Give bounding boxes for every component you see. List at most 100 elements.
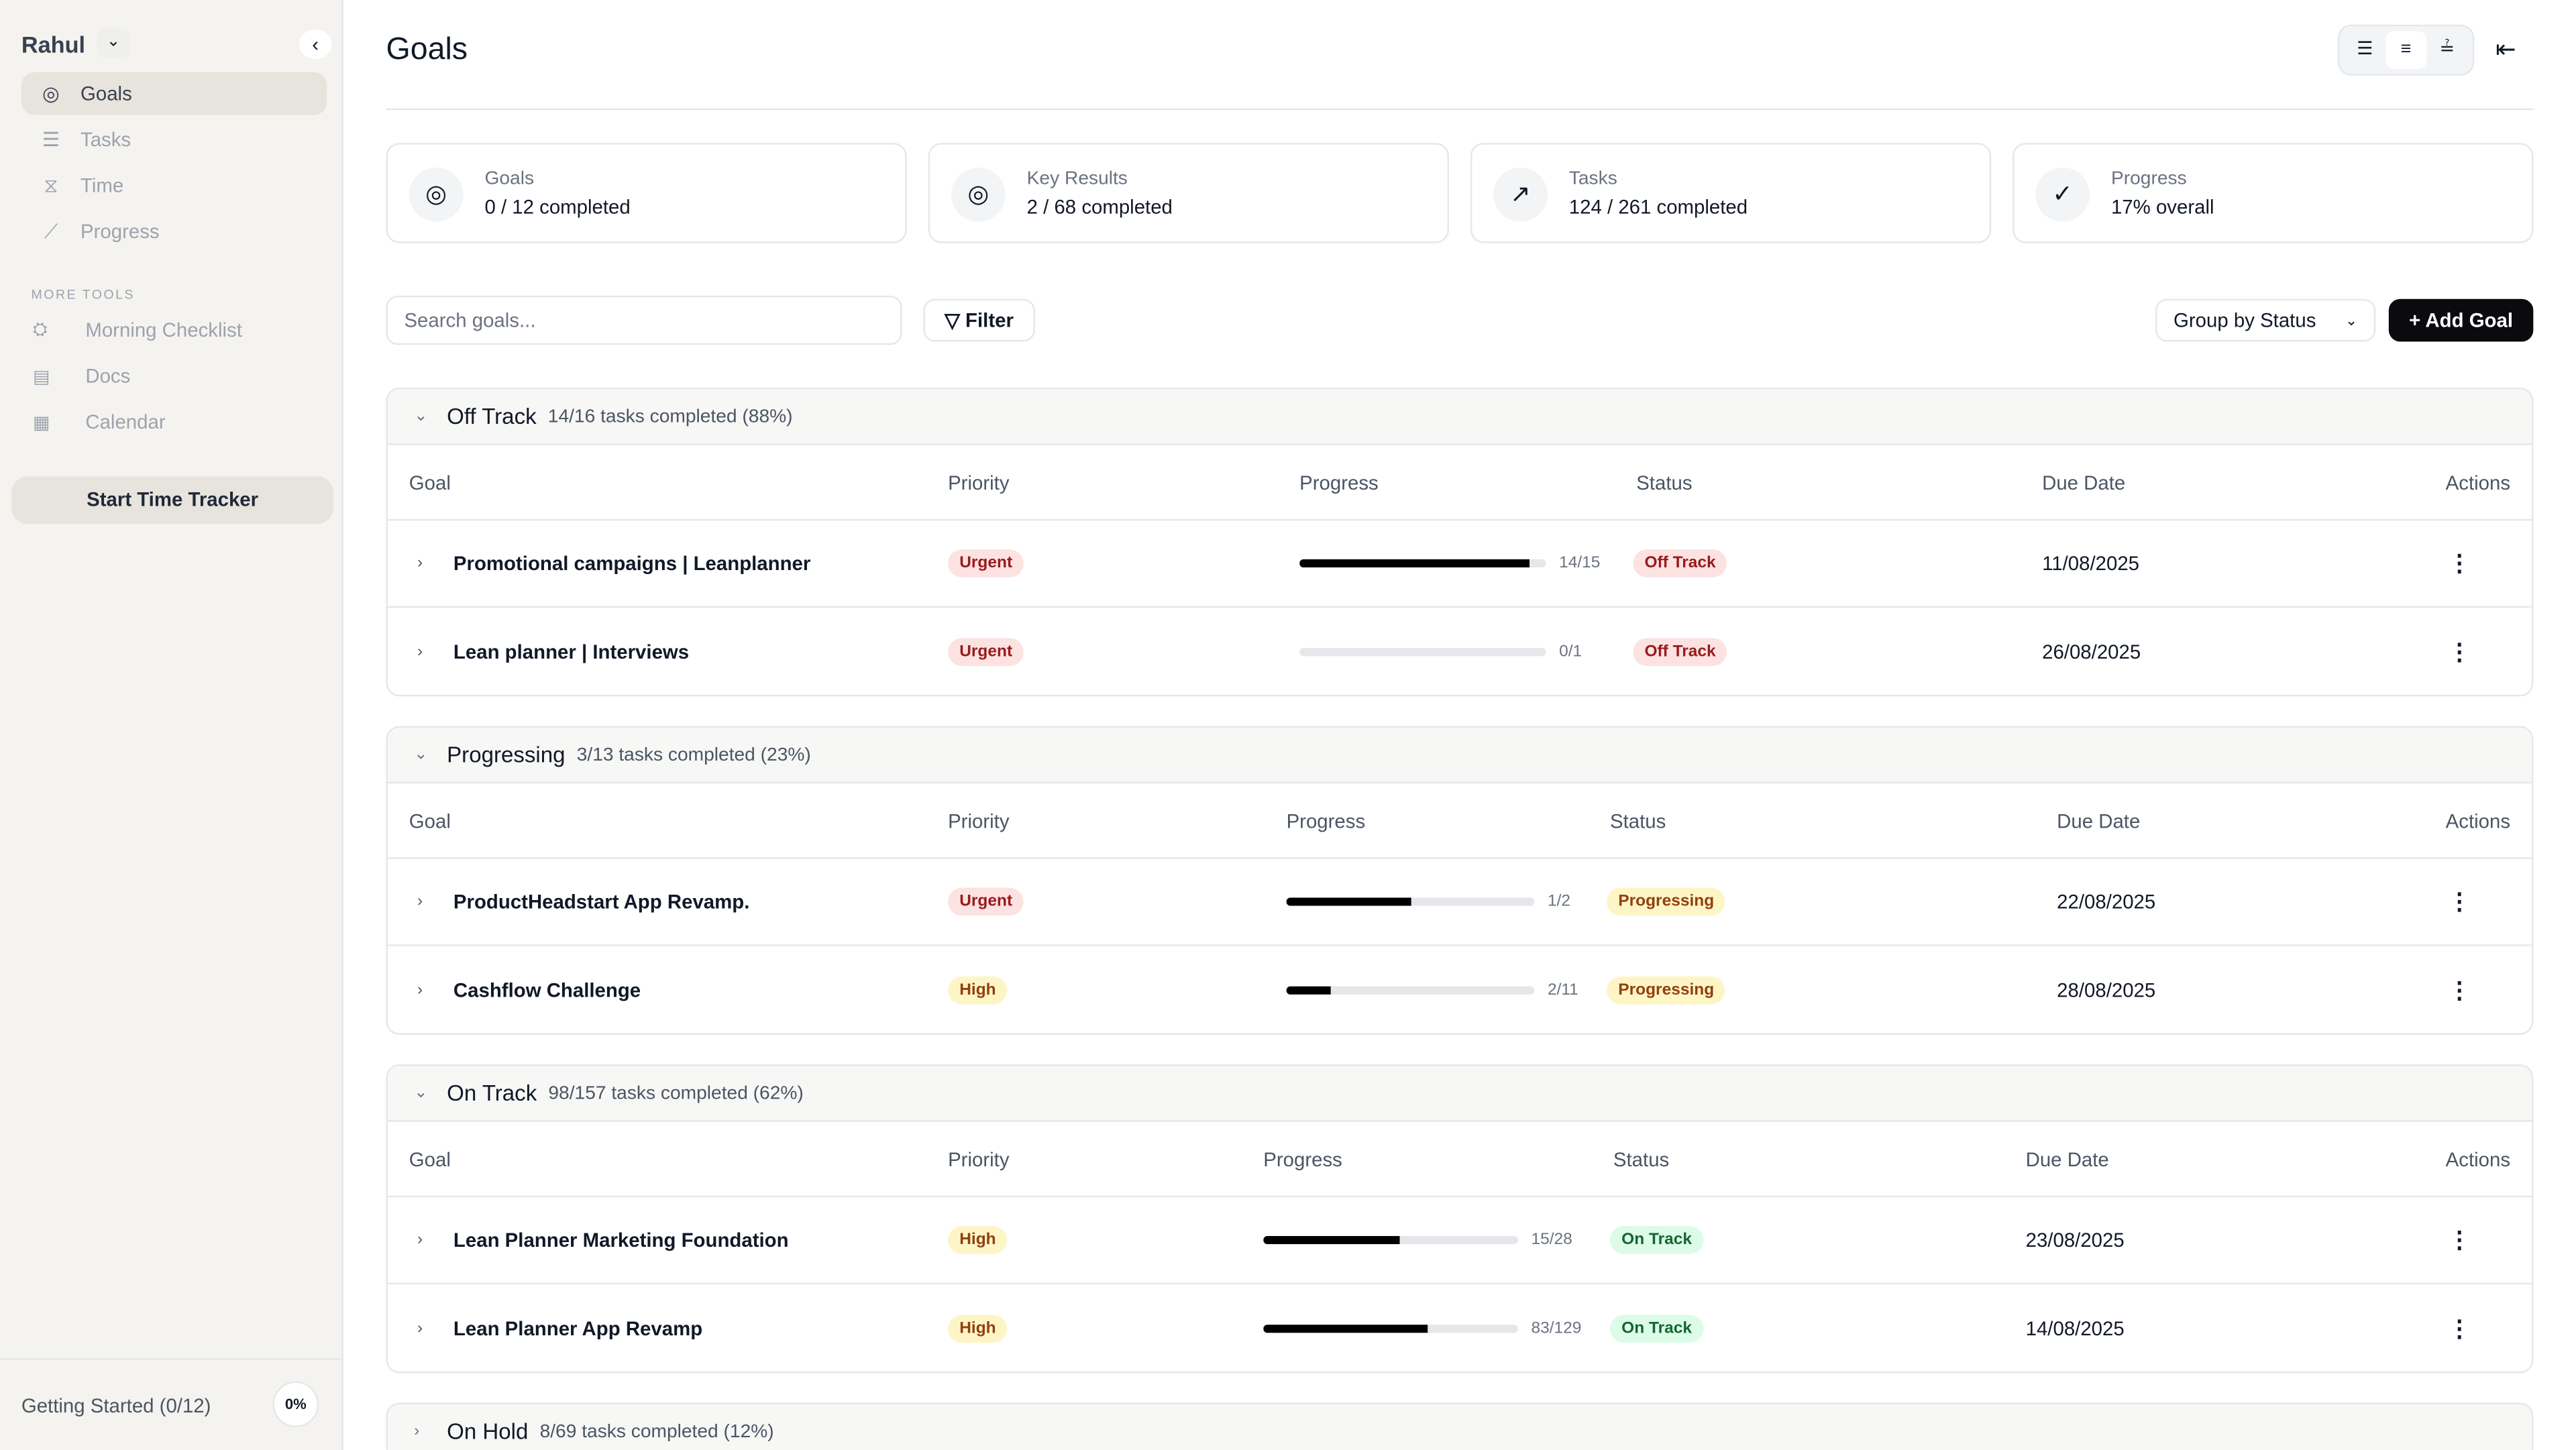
table-row[interactable]: › Lean Planner App Revamp High 83/129 On…	[388, 1284, 2532, 1372]
chevron-right-icon[interactable]: ›	[417, 1231, 423, 1249]
tree-view-icon[interactable]: ≡	[2385, 31, 2427, 69]
due-date: 11/08/2025	[2042, 551, 2140, 575]
col-goal: Goal	[409, 470, 451, 494]
col-actions: Actions	[2445, 1147, 2511, 1170]
getting-started-percent: 0%	[272, 1381, 319, 1428]
priority-badge: High	[948, 975, 1008, 1004]
status-badge: Progressing	[1607, 887, 1726, 916]
exit-panel-icon[interactable]: ⇤	[2496, 36, 2516, 64]
goal-name[interactable]: Lean Planner Marketing Foundation	[453, 1228, 789, 1252]
group-header[interactable]: › On Hold 8/69 tasks completed (12%)	[387, 1404, 2532, 1450]
tool-docs[interactable]: ▤ Docs	[33, 365, 130, 388]
chevron-right-icon[interactable]: ›	[417, 554, 423, 573]
col-priority: Priority	[948, 1147, 1010, 1170]
workspace-user[interactable]: Rahul	[21, 31, 86, 58]
more-actions-icon[interactable]: ⋮	[2448, 637, 2471, 664]
filter-label: Filter	[965, 309, 1014, 332]
goal-name[interactable]: Lean Planner App Revamp	[453, 1316, 703, 1340]
group-name: On Hold	[447, 1418, 529, 1444]
priority-badge: Urgent	[948, 637, 1024, 665]
chevron-down-icon: ⌄	[414, 407, 428, 426]
chevron-right-icon[interactable]: ›	[417, 1319, 423, 1337]
col-goal: Goal	[409, 809, 451, 832]
getting-started[interactable]: Getting Started (0/12) 0%	[0, 1358, 343, 1450]
progress-fill	[1286, 897, 1411, 906]
chevron-down-icon[interactable]: ⌄	[97, 27, 130, 58]
progress-fill	[1286, 985, 1332, 994]
table-header: Goal Priority Progress Status Due Date A…	[387, 445, 2532, 521]
sidebar-item-goals[interactable]: ◎ Goals	[21, 72, 327, 115]
col-progress: Progress	[1299, 470, 1379, 494]
tool-calendar[interactable]: ▦ Calendar	[33, 410, 166, 433]
goal-name[interactable]: ProductHeadstart App Revamp.	[453, 890, 750, 913]
chevron-right-icon[interactable]: ›	[417, 642, 423, 661]
filter-button[interactable]: ▽ Filter	[923, 298, 1035, 342]
chart-icon: ⟋	[44, 219, 58, 243]
priority-badge: High	[948, 1314, 1008, 1342]
sidebar-item-tasks[interactable]: ☰ Tasks	[21, 118, 327, 161]
chevron-right-icon[interactable]: ›	[417, 893, 423, 911]
compact-view-icon[interactable]: ≟	[2439, 39, 2455, 60]
goal-name[interactable]: Lean planner | Interviews	[453, 639, 690, 663]
list-icon: ☰	[42, 128, 60, 152]
stat-card-key-results: ◎ Key Results 2 / 68 completed	[928, 143, 1450, 243]
stat-card-goals: ◎ Goals 0 / 12 completed	[386, 143, 907, 243]
progress-bar	[1263, 1323, 1518, 1333]
priority-badge: Urgent	[948, 887, 1024, 916]
status-badge: On Track	[1610, 1314, 1704, 1342]
stat-label: Progress	[2110, 169, 2187, 189]
table-row[interactable]: › Lean Planner Marketing Foundation High…	[387, 1197, 2532, 1285]
search-input[interactable]	[386, 295, 902, 345]
stat-label: Goals	[484, 169, 535, 189]
stat-value: 0 / 12 completed	[484, 195, 631, 219]
stat-value: 17% overall	[2110, 195, 2214, 219]
progress-bar	[1299, 559, 1546, 568]
col-priority: Priority	[948, 470, 1010, 494]
col-progress: Progress	[1286, 809, 1366, 832]
group-header[interactable]: ⌄ On Track 98/157 tasks completed (62%)	[387, 1066, 2532, 1122]
status-group-ontrack: ⌄ On Track 98/157 tasks completed (62%) Go…	[386, 1064, 2534, 1374]
group-header[interactable]: ⌄ Progressing 3/13 tasks completed (23%)	[387, 727, 2532, 784]
table-row[interactable]: › Lean planner | Interviews Urgent 0/1 O…	[388, 608, 2532, 695]
progress-fraction: 2/11	[1547, 981, 1578, 999]
group-by-select[interactable]: Group by Status ⌄	[2155, 298, 2376, 342]
page-title: Goals	[386, 32, 468, 68]
chevron-right-icon[interactable]: ›	[417, 981, 423, 999]
sidebar-item-time[interactable]: ⧖ Time	[21, 164, 327, 207]
more-actions-icon[interactable]: ⋮	[2448, 1314, 2471, 1341]
more-actions-icon[interactable]: ⋮	[2448, 887, 2471, 914]
group-summary: 14/16 tasks completed (88%)	[547, 406, 793, 427]
trending-up-icon: ↗	[1493, 167, 1548, 222]
add-goal-button[interactable]: + Add Goal	[2388, 298, 2534, 342]
doc-icon: ▤	[32, 367, 50, 387]
more-actions-icon[interactable]: ⋮	[2448, 975, 2471, 1002]
group-name: Progressing	[447, 742, 566, 767]
tool-label: Calendar	[85, 410, 166, 434]
group-header[interactable]: ⌄ Off Track 14/16 tasks completed (88%)	[387, 389, 2532, 445]
status-badge: On Track	[1610, 1226, 1704, 1254]
col-priority: Priority	[948, 809, 1010, 832]
sidebar-item-progress[interactable]: ⟋ Progress	[21, 210, 327, 253]
calendar-icon: ▦	[32, 412, 50, 433]
goal-name[interactable]: Cashflow Challenge	[453, 978, 641, 1001]
status-group-offtrack: ⌄ Off Track 14/16 tasks completed (88%) Go…	[386, 387, 2534, 697]
table-row[interactable]: › ProductHeadstart App Revamp. Urgent 1/…	[387, 859, 2532, 946]
more-actions-icon[interactable]: ⋮	[2448, 1226, 2471, 1253]
start-time-tracker-button[interactable]: Start Time Tracker	[11, 476, 334, 524]
more-actions-icon[interactable]: ⋮	[2448, 549, 2471, 576]
goal-name[interactable]: Promotional campaigns | Leanplanner	[453, 551, 811, 575]
progress-fraction: 0/1	[1559, 642, 1582, 661]
hourglass-icon: ⧖	[44, 173, 58, 197]
table-row[interactable]: › Promotional campaigns | Leanplanner Ur…	[387, 520, 2532, 608]
progress-fill	[1263, 1235, 1400, 1245]
collapse-sidebar-button[interactable]: ‹	[299, 30, 332, 60]
col-status: Status	[1613, 1147, 1670, 1170]
more-tools-heading: MORE TOOLS	[31, 287, 135, 302]
due-date: 26/08/2025	[2042, 639, 2141, 663]
table-row[interactable]: › Cashflow Challenge High 2/11 Progressi…	[388, 946, 2532, 1034]
group-summary: 98/157 tasks completed (62%)	[548, 1083, 804, 1103]
list-view-icon[interactable]: ☰	[2357, 39, 2373, 60]
col-actions: Actions	[2445, 470, 2511, 494]
filter-icon: ▽	[945, 309, 966, 332]
tool-morning-checklist[interactable]: ⛭ Morning Checklist	[33, 319, 242, 341]
